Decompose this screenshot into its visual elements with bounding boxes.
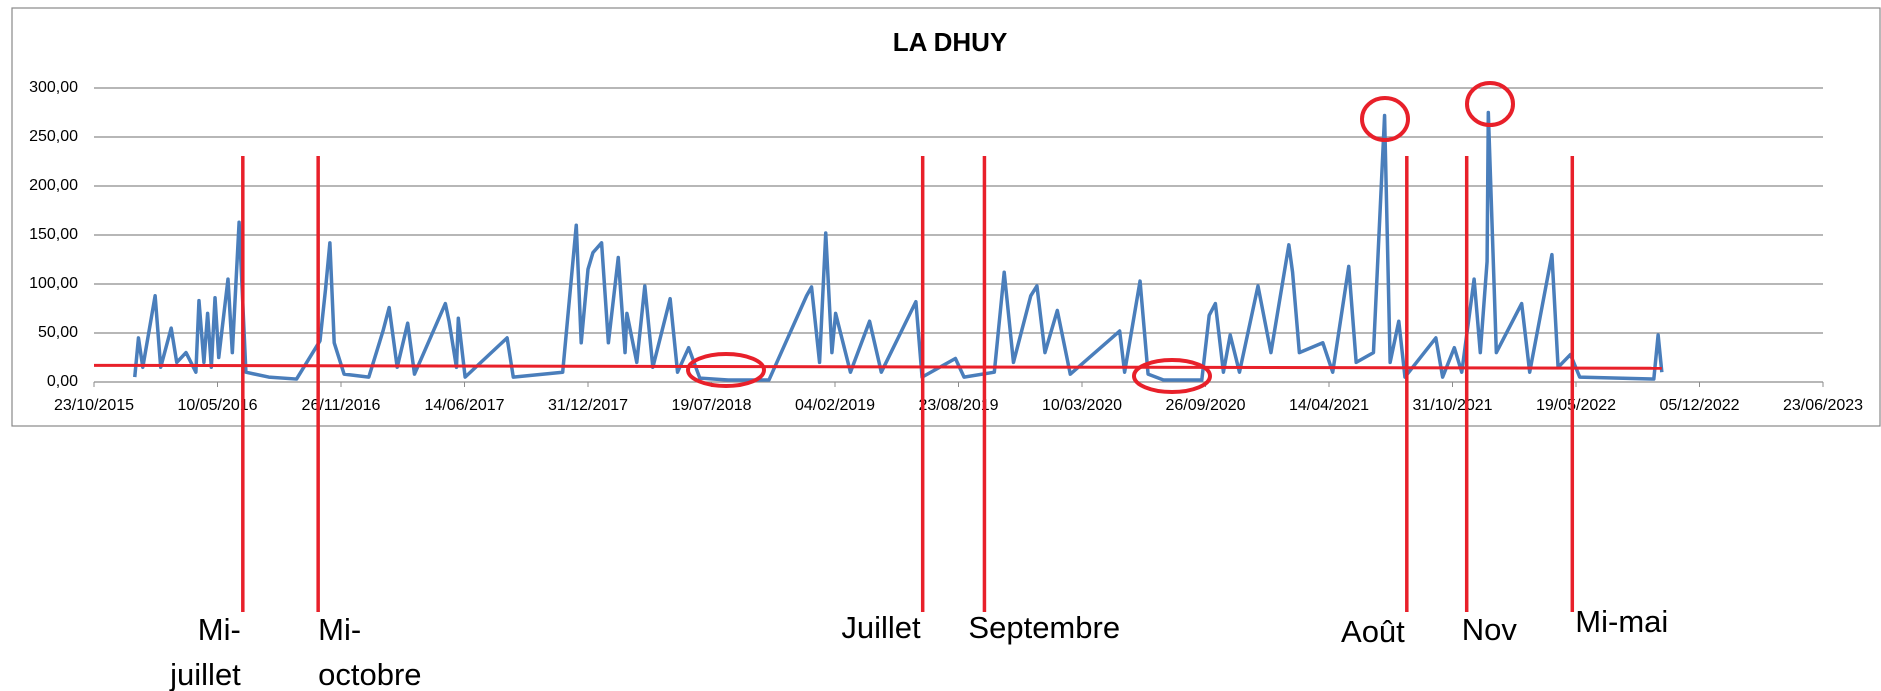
y-tick-label: 300,00: [29, 79, 78, 96]
y-tick-label: 100,00: [29, 275, 78, 292]
x-tick-label: 04/02/2019: [795, 397, 875, 414]
x-tick-label: 31/10/2021: [1412, 397, 1492, 414]
x-tick-label: 26/09/2020: [1165, 397, 1245, 414]
x-tick-label: 05/12/2022: [1659, 397, 1739, 414]
threshold-line: [93, 363, 1662, 370]
annotation-label: octobre: [318, 657, 421, 691]
y-tick-label: 50,00: [38, 324, 78, 341]
annotation-label: Mi-: [318, 612, 361, 647]
x-tick-label: 19/05/2022: [1536, 397, 1616, 414]
annotation-label: Mi-mai: [1575, 604, 1668, 639]
y-tick-label: 150,00: [29, 226, 78, 243]
y-tick-label: 200,00: [29, 177, 78, 194]
x-tick-label: 10/03/2020: [1042, 397, 1122, 414]
highlight-circle: [1465, 81, 1515, 127]
annotation-label: Juillet: [841, 610, 921, 645]
x-tick-label: 23/06/2023: [1783, 397, 1863, 414]
x-tick-label: 23/08/2019: [918, 397, 998, 414]
highlight-ellipse: [686, 352, 766, 388]
x-tick-label: 23/10/2015: [54, 397, 134, 414]
y-tick-label: 0,00: [47, 373, 78, 390]
y-tick-label: 250,00: [29, 128, 78, 145]
x-tick-label: 26/11/2016: [302, 397, 381, 414]
highlight-circle: [1360, 96, 1410, 142]
annotation-label: Nov: [1462, 612, 1518, 647]
annotation-label: Mi-: [198, 612, 241, 647]
x-tick-label: 14/04/2021: [1289, 397, 1369, 414]
annotation-label: Septembre: [968, 610, 1120, 645]
annotation-label: juillet: [169, 657, 241, 691]
annotation-label: Août: [1341, 614, 1405, 649]
chart-title: LA DHUY: [893, 27, 1008, 57]
x-tick-label: 31/12/2017: [548, 397, 628, 414]
highlight-ellipse: [1132, 358, 1212, 394]
x-tick-label: 14/06/2017: [424, 397, 504, 414]
x-tick-label: 10/05/2016: [177, 397, 257, 414]
x-tick-label: 19/07/2018: [671, 397, 751, 414]
